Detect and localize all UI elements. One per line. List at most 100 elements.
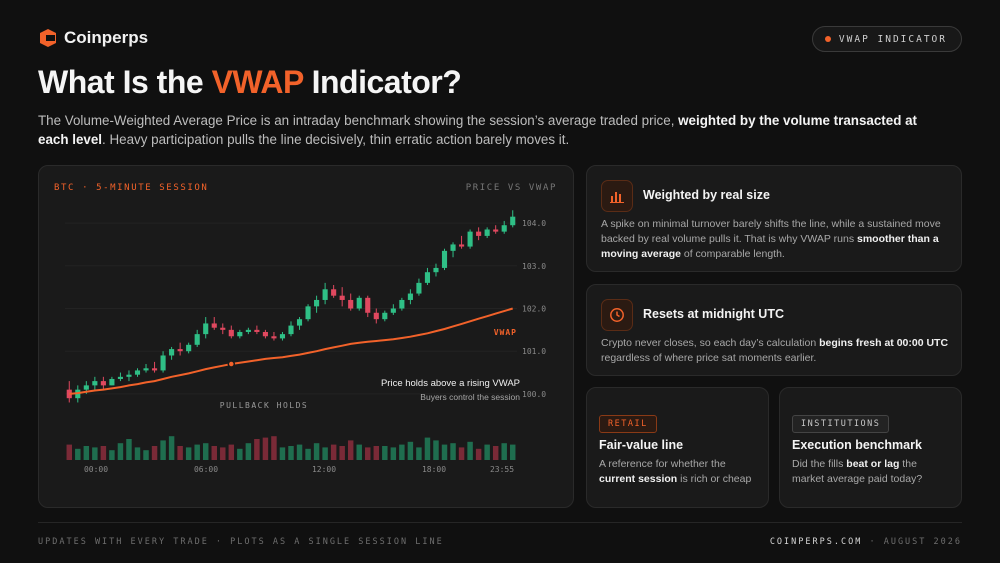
- candle-body: [356, 297, 362, 309]
- candle: [433, 263, 439, 277]
- badge-label: VWAP INDICATOR: [838, 33, 947, 45]
- volume-bar: [185, 447, 192, 460]
- card-retail-bold: current session: [599, 473, 678, 485]
- candle-body: [493, 229, 499, 232]
- card-retail: RETAIL Fair-value line A reference for w…: [586, 387, 769, 508]
- candle-body: [476, 231, 482, 236]
- candle-body: [83, 385, 89, 390]
- candle-body: [151, 368, 158, 371]
- card-weighted: Weighted by real size A spike on minimal…: [586, 165, 962, 272]
- candle-body: [416, 282, 422, 294]
- card-retail-text-2: is rich or cheap: [677, 473, 752, 485]
- volume-bar: [339, 446, 345, 460]
- candle-body: [279, 334, 286, 339]
- candle: [501, 220, 507, 234]
- candle-body: [143, 368, 149, 371]
- brand[interactable]: Coinperps: [38, 28, 148, 48]
- volume-bar: [322, 447, 328, 460]
- intro-text-1: The Volume-Weighted Average Price is an …: [38, 113, 679, 128]
- volume-bar: [450, 443, 456, 460]
- volume-bar: [296, 444, 303, 460]
- candle: [134, 368, 141, 377]
- x-tick-label: 06:00: [194, 465, 218, 474]
- card-resets-text-2: regardless of where price sat moments ea…: [601, 352, 817, 364]
- candle-body: [382, 312, 388, 320]
- candle: [348, 293, 354, 311]
- candle-body: [484, 229, 490, 236]
- candle: [245, 327, 251, 335]
- candle: [186, 342, 192, 354]
- annotation-title: Price holds above a rising VWAP: [381, 378, 520, 389]
- vwap-chart: BTC · 5-MINUTE SESSION PRICE VS VWAP PUL…: [54, 183, 555, 474]
- footer-divider: [38, 522, 962, 523]
- candle: [356, 295, 362, 311]
- volume-bar: [92, 447, 98, 460]
- candle: [322, 282, 328, 305]
- candle-body: [441, 250, 448, 268]
- candle: [143, 364, 149, 373]
- candle: [160, 351, 166, 373]
- candle-body: [211, 323, 217, 328]
- candle: [382, 310, 388, 322]
- candle-body: [126, 374, 132, 377]
- candle: [459, 235, 465, 249]
- volume-bar: [134, 447, 141, 460]
- brand-name: Coinperps: [64, 28, 149, 47]
- candle: [288, 321, 294, 337]
- volume-bar: [365, 447, 371, 460]
- candle: [151, 361, 158, 373]
- candle-body: [186, 344, 192, 352]
- footer-right: COINPERPS.COM · AUGUST 2026: [770, 537, 962, 547]
- candle-body: [314, 299, 320, 307]
- candle: [100, 376, 106, 390]
- candle-body: [220, 327, 226, 330]
- chart-title: BTC · 5-MINUTE SESSION: [54, 183, 208, 193]
- candle-body: [296, 319, 303, 326]
- volume-bar: [492, 446, 499, 460]
- volume-bar: [109, 450, 115, 460]
- institutions-tag: INSTITUTIONS: [792, 415, 890, 433]
- candle: [169, 346, 175, 360]
- candle-body: [433, 267, 439, 273]
- volume-bar: [228, 444, 235, 460]
- candle-body: [331, 289, 337, 296]
- volume-bar: [458, 447, 465, 460]
- y-tick-label: 104.0: [522, 219, 546, 228]
- card-weighted-bold: smoother than a moving average: [601, 233, 939, 260]
- pullback-label: PULLBACK HOLDS: [220, 401, 308, 410]
- volume-bar: [143, 450, 149, 460]
- candle: [177, 342, 183, 356]
- volume-bar: [245, 443, 252, 460]
- volume-bar: [254, 439, 260, 460]
- volume-bar: [347, 440, 354, 460]
- topic-badge: VWAP INDICATOR: [811, 26, 962, 52]
- retail-tag: RETAIL: [599, 415, 657, 433]
- candle: [373, 308, 379, 324]
- volume-bar: [151, 446, 158, 460]
- volume-bar: [160, 440, 166, 460]
- volume-bar: [424, 437, 431, 460]
- volume-bar: [117, 443, 124, 460]
- card-weighted-title: Weighted by real size: [643, 188, 770, 202]
- candle: [314, 295, 320, 313]
- candle: [92, 376, 98, 390]
- bar-chart-icon: [601, 180, 633, 212]
- candle: [271, 331, 277, 341]
- candle-body: [66, 389, 72, 399]
- footer-site-link[interactable]: COINPERPS.COM: [769, 537, 863, 547]
- candle-body: [390, 308, 396, 313]
- x-tick-label: 12:00: [312, 465, 336, 474]
- volume-bar: [271, 436, 277, 460]
- candle-body: [92, 381, 98, 386]
- card-institutions-text-1: Did the fills: [792, 458, 847, 470]
- candle-body: [254, 329, 260, 332]
- candle-body: [109, 378, 115, 386]
- volume-bar: [356, 444, 362, 460]
- candle-body: [501, 225, 507, 232]
- annotation-subtitle: Buyers control the session: [420, 392, 520, 402]
- volume-bar: [399, 444, 405, 460]
- card-institutions-title: Execution benchmark: [792, 438, 922, 452]
- volume-bar: [373, 446, 380, 460]
- candle-body: [169, 349, 175, 356]
- candle-body: [399, 299, 405, 309]
